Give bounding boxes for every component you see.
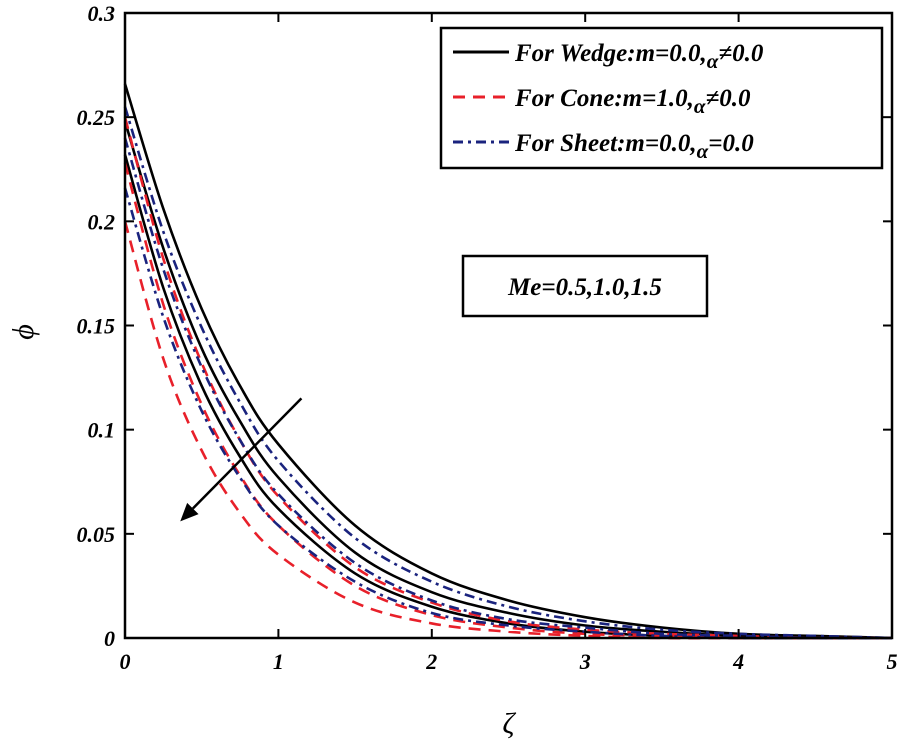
x-tick-label: 5 (887, 649, 898, 674)
y-axis-label: ϕ (7, 324, 40, 340)
legend-box (439, 26, 884, 170)
annotation-text: Me=0.5,1.0,1.5 (507, 274, 662, 301)
series-line-4 (123, 116, 893, 640)
x-tick-label: 2 (425, 649, 437, 674)
legend-entry-1: For Wedge:m=0.0,α≠0.0 (514, 40, 764, 73)
series-line-7 (123, 106, 893, 640)
x-tick-label: 1 (273, 649, 284, 674)
legend-entry-suffix: ≠0.0 (705, 85, 750, 112)
legend-entry-symbol: α (694, 94, 706, 118)
annotation-arrow (191, 397, 303, 510)
y-tick-label: 0.05 (77, 522, 116, 547)
annotation-box (461, 254, 709, 318)
legend-entry-symbol: α (697, 139, 709, 163)
x-tick-label: 3 (579, 649, 591, 674)
series-line-1 (123, 83, 893, 640)
legend-entry-symbol: α (707, 49, 719, 73)
series-line-3 (123, 154, 892, 640)
y-tick-label: 0 (104, 626, 115, 651)
series-line-2 (123, 120, 893, 640)
legend-entry-prefix: For Wedge:m=0.0, (514, 40, 707, 67)
annotation: Me=0.5,1.0,1.5 (180, 254, 709, 522)
annotation-arrow-head (180, 502, 199, 522)
x-tick-label: 4 (732, 649, 744, 674)
legend-entry-2: For Cone:m=1.0,α≠0.0 (514, 85, 751, 118)
legend-entry-suffix: =0.0 (708, 130, 754, 157)
ticks-layer: 0 1 2 3 4 5 0 0.05 0.1 0.15 0.2 0.25 0.3 (77, 1, 898, 674)
legend-entry-3: For Sheet:m=0.0,α=0.0 (514, 130, 754, 163)
x-tick-label: 0 (120, 649, 131, 674)
legend-entry-prefix: For Cone:m=1.0, (514, 85, 694, 112)
legend-entry-suffix: ≠0.0 (718, 40, 763, 67)
legend-entry-prefix: For Sheet:m=0.0, (514, 130, 697, 157)
y-tick-label: 0.3 (88, 1, 116, 26)
y-tick-label: 0.15 (77, 314, 116, 339)
y-tick-label: 0.2 (88, 209, 116, 234)
x-axis-label: ζ (502, 707, 516, 740)
y-tick-label: 0.1 (88, 418, 116, 443)
y-tick-label: 0.25 (77, 105, 116, 130)
series-line-9 (123, 187, 892, 640)
